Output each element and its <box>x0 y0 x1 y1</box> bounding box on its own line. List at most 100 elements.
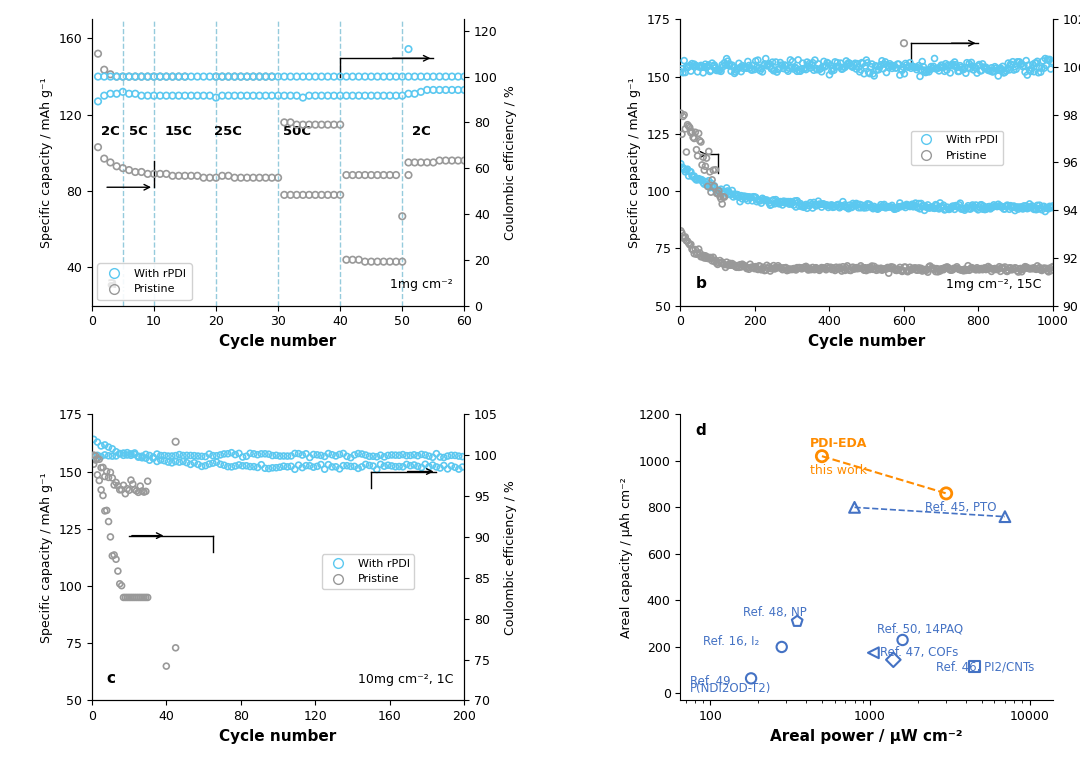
Point <box>959 62 976 74</box>
Point <box>151 90 168 102</box>
Point <box>896 261 914 273</box>
Point <box>449 70 467 83</box>
Point <box>996 66 1013 78</box>
Point <box>991 62 1009 74</box>
Point <box>985 65 1002 77</box>
Point <box>674 231 691 244</box>
Point <box>219 447 237 460</box>
Point <box>227 448 244 461</box>
Point <box>704 180 721 193</box>
Point <box>831 201 848 214</box>
Point <box>774 263 792 276</box>
Point <box>877 262 894 275</box>
Point <box>703 173 720 186</box>
Point <box>909 264 927 276</box>
Point <box>391 449 408 461</box>
Point <box>968 61 985 74</box>
Point <box>885 261 902 273</box>
Point <box>692 173 710 186</box>
Point <box>904 262 921 275</box>
Point <box>769 196 786 208</box>
Point <box>1008 202 1025 214</box>
Point <box>327 461 345 473</box>
Point <box>838 55 855 67</box>
Point <box>107 450 124 462</box>
Point <box>791 200 808 212</box>
Point <box>874 201 891 214</box>
Point <box>984 263 1001 276</box>
Point <box>124 591 141 604</box>
Point <box>879 262 896 274</box>
Point <box>275 189 293 201</box>
Point <box>866 202 883 214</box>
Point <box>350 447 367 460</box>
Point <box>795 63 812 75</box>
Point <box>773 197 791 209</box>
Point <box>1034 204 1051 216</box>
Point <box>777 262 794 274</box>
Point <box>256 447 273 460</box>
Point <box>828 199 846 211</box>
Point <box>678 146 696 158</box>
Point <box>994 60 1011 73</box>
Point <box>850 262 867 274</box>
Point <box>780 65 797 77</box>
Point <box>810 195 827 207</box>
Point <box>798 262 815 275</box>
Point <box>873 198 890 211</box>
Point <box>189 170 206 182</box>
Point <box>1024 262 1041 275</box>
Legend: With rPDI, Pristine: With rPDI, Pristine <box>322 554 414 589</box>
Point <box>922 201 940 214</box>
Point <box>787 62 805 74</box>
Point <box>708 257 726 269</box>
Point <box>257 172 274 184</box>
Point <box>691 247 708 259</box>
Point <box>955 265 972 277</box>
Point <box>680 237 698 249</box>
Point <box>133 70 150 83</box>
Point <box>694 151 712 163</box>
Point <box>1017 54 1035 67</box>
Point <box>797 260 814 272</box>
Point <box>895 37 913 50</box>
Point <box>961 263 978 276</box>
Point <box>855 202 873 214</box>
Point <box>718 182 735 194</box>
Point <box>717 187 734 199</box>
Point <box>139 70 157 83</box>
Point <box>908 264 926 276</box>
Point <box>982 203 999 215</box>
Point <box>846 59 863 71</box>
Point <box>967 262 984 275</box>
Point <box>1031 262 1049 274</box>
Point <box>454 450 471 463</box>
Point <box>350 462 367 474</box>
Point <box>813 262 831 274</box>
Point <box>839 259 856 272</box>
Point <box>245 461 262 473</box>
Point <box>214 170 231 182</box>
Point <box>120 164 137 176</box>
Text: 10mg cm⁻², 1C: 10mg cm⁻², 1C <box>357 673 454 687</box>
Point <box>788 262 806 274</box>
Point <box>973 64 990 77</box>
Point <box>257 90 274 102</box>
Point <box>699 251 716 263</box>
Point <box>257 70 274 83</box>
Point <box>674 162 691 174</box>
Point <box>338 90 355 102</box>
Point <box>1027 57 1044 69</box>
Point <box>880 267 897 279</box>
Point <box>858 54 875 67</box>
Point <box>786 262 804 275</box>
Point <box>683 166 700 178</box>
Point <box>853 199 870 211</box>
Point <box>739 194 756 207</box>
Point <box>768 66 785 78</box>
Point <box>135 486 152 498</box>
Point <box>846 199 863 211</box>
Point <box>821 262 838 274</box>
Point <box>450 463 468 475</box>
Point <box>690 60 707 73</box>
